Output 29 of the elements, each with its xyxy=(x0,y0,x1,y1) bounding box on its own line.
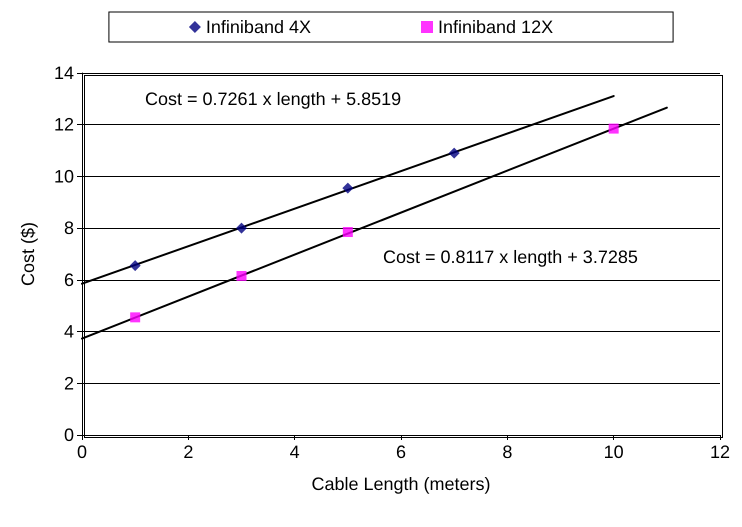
point xyxy=(130,312,140,322)
y-tick-label: 10 xyxy=(54,166,74,186)
y-tick-label: 2 xyxy=(64,373,74,394)
point xyxy=(236,270,246,281)
point xyxy=(608,124,619,134)
point xyxy=(236,222,247,234)
point xyxy=(448,148,460,159)
point xyxy=(342,182,354,194)
x-tick-label: 10 xyxy=(604,442,624,462)
legend-label: Infiniband 4X xyxy=(206,17,312,37)
x-tick-label: 2 xyxy=(183,442,194,462)
y-tick-label: 0 xyxy=(64,425,74,445)
annotation: Cost = 0.8117 x length + 3.7285 xyxy=(383,247,638,267)
y-tick-label: 12 xyxy=(54,114,74,135)
x-axis-title: Cable Length (meters) xyxy=(311,474,491,494)
x-tick-label: 0 xyxy=(76,442,88,462)
y-tick-label: 4 xyxy=(64,322,74,342)
y-tick-label: 8 xyxy=(64,218,74,238)
x-tick-label: 6 xyxy=(396,442,406,462)
x-tick-label: 12 xyxy=(710,442,730,462)
x-tick-label: 8 xyxy=(502,442,512,462)
legend-label: Infiniband 12X xyxy=(438,17,554,37)
y-axis-title: Cost ($) xyxy=(18,222,38,286)
point xyxy=(130,260,141,272)
y-tick-label: 14 xyxy=(54,63,74,83)
point xyxy=(342,227,353,238)
annotation: Cost = 0.7261 x length + 5.8519 xyxy=(145,89,402,109)
x-tick-label: 4 xyxy=(290,442,300,462)
y-tick-label: 6 xyxy=(64,270,74,290)
